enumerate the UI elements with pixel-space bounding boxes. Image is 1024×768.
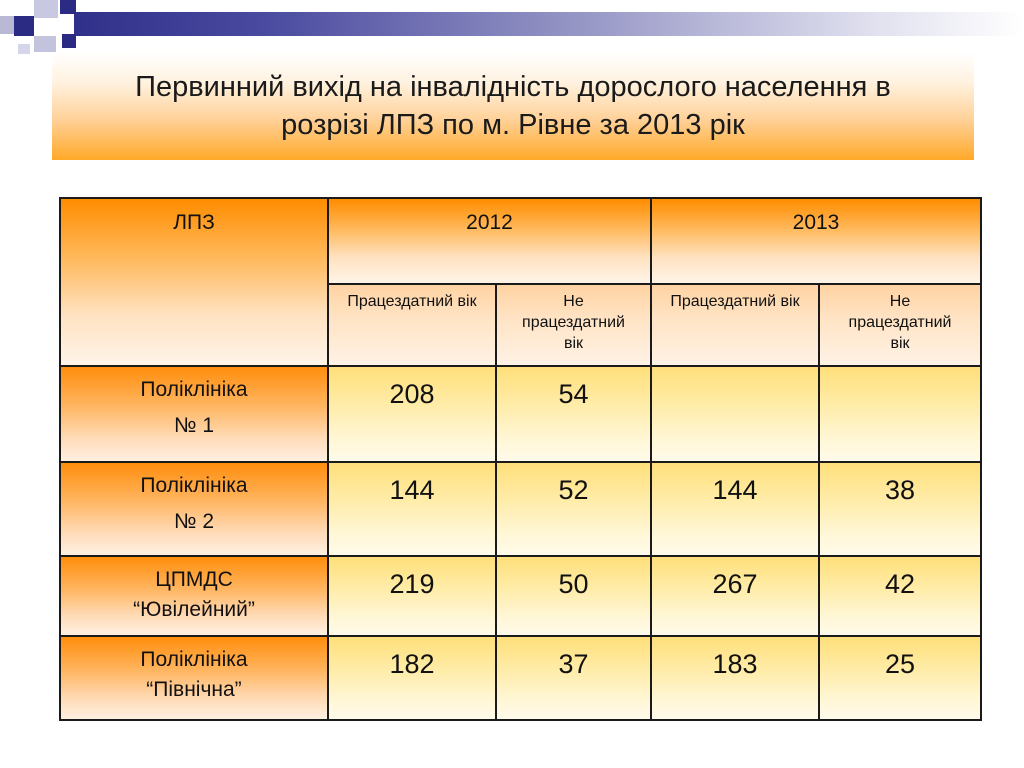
decor-square (0, 16, 14, 34)
header-year-2012: 2012 (327, 197, 652, 285)
value-text: 54 (558, 379, 589, 409)
value-2013-nonworking (818, 365, 982, 463)
subheader-2013-nonworking-label: Не працездатний вік (820, 285, 980, 354)
decor-square (34, 36, 56, 52)
value-2013-nonworking: 25 (818, 635, 982, 721)
subheader-2013-nonworking-line-3: вік (890, 335, 910, 352)
table-row: ЦПМДС “Ювілейний” 219 50 267 42 (59, 555, 982, 637)
header-gradient-band (74, 12, 1024, 36)
facility-name-cell: Поліклініка № 2 (59, 461, 329, 557)
facility-name-line-1: ЦПМДС (155, 568, 233, 591)
subheader-2012-nonworking-line-3: вік (563, 335, 584, 352)
value-text: 25 (884, 649, 916, 679)
value-text: 183 (712, 649, 758, 679)
table-header-row: ЛПЗ 2012 2013 (59, 197, 982, 367)
subheader-2012-working: Працездатний вік (327, 283, 497, 367)
value-text: 38 (884, 475, 916, 505)
table-row: Поліклініка № 2 144 52 144 38 (59, 461, 982, 557)
slide-title: Первинний вихід на інвалідність дорослог… (63, 68, 963, 144)
facility-name-line-1: Поліклініка (140, 378, 248, 401)
decor-square (34, 0, 58, 18)
decor-square (14, 16, 34, 36)
subheader-2013-working-label: Працездатний вік (670, 293, 800, 310)
subheader-2012-nonworking-label: Не працездатний вік (497, 285, 650, 354)
facility-name-cell: ЦПМДС “Ювілейний” (59, 555, 329, 637)
value-2012-nonworking: 54 (495, 365, 652, 463)
facility-name-line-1: Поліклініка (140, 648, 248, 671)
value-text: 37 (558, 649, 589, 679)
value-2013-nonworking: 42 (818, 555, 982, 637)
value-2013-working: 183 (650, 635, 820, 721)
value-text: 219 (389, 569, 435, 599)
header-year-2012-label: 2012 (466, 211, 513, 234)
value-text: 267 (712, 569, 758, 599)
value-2013-working: 267 (650, 555, 820, 637)
facility-name-line-2: “Північна” (146, 678, 242, 701)
facility-name-line-2: № 1 (173, 414, 215, 437)
table-subheader-row: Працездатний вік Не працездатний вік Пра… (60, 283, 982, 367)
value-text (820, 367, 980, 379)
facility-name-line-2: № 2 (173, 510, 215, 533)
value-text: 144 (712, 475, 758, 505)
value-2012-nonworking: 50 (495, 555, 652, 637)
subheader-2012-nonworking: Не працездатний вік (495, 283, 652, 367)
value-2013-working (650, 365, 820, 463)
facility-name-cell: Поліклініка “Північна” (59, 635, 329, 721)
header-lpz: ЛПЗ (59, 197, 329, 367)
value-2013-working: 144 (650, 461, 820, 557)
decor-square (62, 34, 76, 48)
value-text: 182 (389, 649, 435, 679)
value-text (652, 367, 818, 379)
slide-title-line-1: Первинний вихід на інвалідність дорослог… (135, 71, 891, 103)
header-lpz-label: ЛПЗ (173, 211, 215, 234)
header-year-2013: 2013 (650, 197, 982, 285)
subheader-2012-nonworking-line-1: Не (563, 293, 584, 310)
decor-square (40, 22, 66, 36)
value-text: 144 (389, 475, 435, 505)
header-year-2013-label: 2013 (792, 211, 840, 234)
slide-title-line-2: розрізі ЛПЗ по м. Рівне за 2013 рік (281, 109, 745, 141)
table-row: Поліклініка “Північна” 182 37 183 25 (59, 635, 982, 721)
value-2012-nonworking: 37 (495, 635, 652, 721)
value-2012-working: 182 (327, 635, 497, 721)
value-text: 42 (884, 569, 916, 599)
decor-square (18, 44, 30, 54)
facility-name-cell: Поліклініка № 1 (59, 365, 329, 463)
subheader-2013-nonworking: Не працездатний вік (818, 283, 982, 367)
subheader-2013-nonworking-line-2: працездатний (848, 314, 952, 331)
subheader-2012-nonworking-line-2: працездатний (522, 314, 625, 331)
value-2012-working: 144 (327, 461, 497, 557)
value-2013-nonworking: 38 (818, 461, 982, 557)
value-text: 208 (389, 379, 435, 409)
facility-name-line-1: Поліклініка (140, 474, 248, 497)
subheader-2012-working-label: Працездатний вік (347, 293, 477, 310)
facility-name-line-2: “Ювілейний” (133, 598, 255, 621)
value-2012-nonworking: 52 (495, 461, 652, 557)
subheader-2013-working: Працездатний вік (650, 283, 820, 367)
disability-table: ЛПЗ 2012 2013 Працездатний вік Не працез… (59, 197, 982, 721)
value-text: 52 (558, 475, 589, 505)
decor-square (0, 0, 26, 16)
value-2012-working: 219 (327, 555, 497, 637)
subheader-2013-nonworking-line-1: Не (889, 293, 911, 310)
table-row: Поліклініка № 1 208 54 (59, 365, 982, 463)
value-text: 50 (558, 569, 589, 599)
slide-title-box: Первинний вихід на інвалідність дорослог… (52, 52, 974, 160)
value-2012-working: 208 (327, 365, 497, 463)
decor-square (60, 0, 76, 14)
